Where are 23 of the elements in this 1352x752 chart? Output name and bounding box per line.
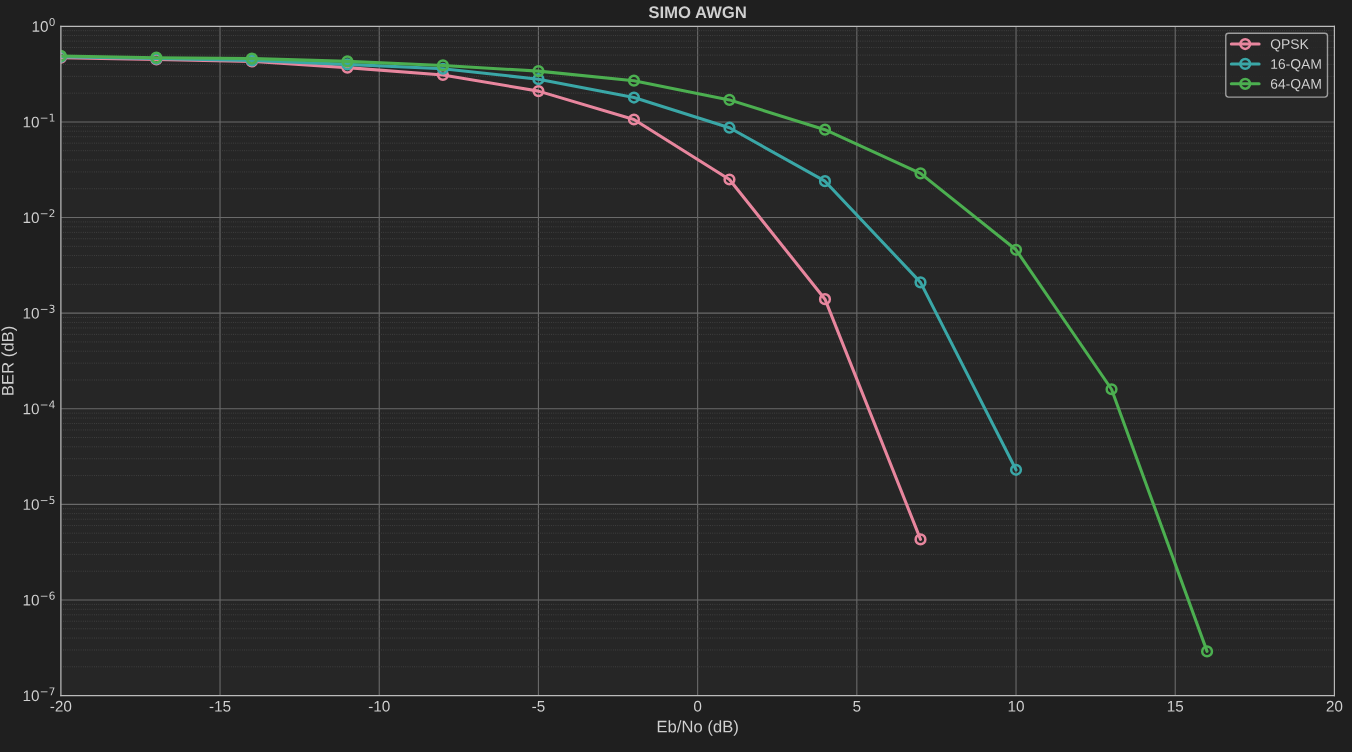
legend-label: 16-QAM — [1271, 59, 1321, 72]
y-tick-label: 10$^{−2}$ — [23, 209, 55, 224]
y-tick-label: 10$^{−7}$ — [23, 687, 55, 702]
x-tick-label: -5 — [532, 701, 545, 712]
y-tick-label: 10$^{−6}$ — [23, 591, 55, 606]
y-tick-label: 10$^{−3}$ — [23, 304, 55, 319]
chart-title: SIMO AWGN — [648, 6, 746, 19]
x-tick-label: -10 — [368, 700, 390, 712]
y-tick-label: 10$^{0}$ — [32, 17, 55, 32]
y-tick-label: 10$^{−4}$ — [23, 400, 55, 415]
y-tick-label: 10$^{−1}$ — [23, 113, 55, 128]
y-axis-title: BER (dB) — [1, 326, 17, 395]
x-tick-label: -15 — [209, 701, 231, 712]
legend-label: QPSK — [1270, 39, 1309, 52]
y-tick-label: 10$^{−5}$ — [23, 496, 55, 510]
legend-label: 64-QAM — [1270, 78, 1321, 92]
x-tick-label: 20 — [1326, 700, 1343, 712]
x-tick-label: 15 — [1167, 701, 1184, 712]
x-tick-label: -20 — [50, 700, 72, 712]
x-tick-label: 0 — [693, 700, 702, 712]
x-axis-title: Eb/No (dB) — [657, 720, 738, 736]
x-tick-label: 5 — [853, 701, 861, 712]
x-tick-label: 10 — [1008, 700, 1024, 712]
